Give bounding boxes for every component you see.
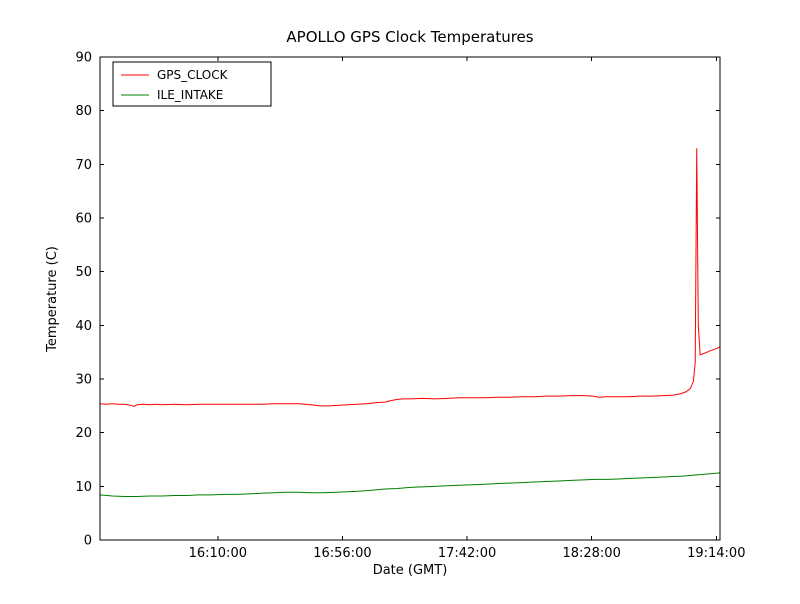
x-tick-label: 18:28:00 (562, 546, 620, 561)
legend-label: GPS_CLOCK (157, 68, 229, 82)
y-tick-label: 70 (75, 158, 92, 173)
y-tick-label: 80 (75, 104, 92, 119)
x-tick-label: 16:10:00 (189, 546, 247, 561)
y-tick-label: 0 (84, 534, 92, 549)
y-tick-label: 30 (75, 373, 92, 388)
legend-label: ILE_INTAKE (157, 88, 223, 102)
legend-box (112, 61, 272, 107)
y-tick-label: 50 (75, 265, 92, 280)
y-axis-label: Temperature (C) (45, 246, 60, 353)
x-tick-label: 16:56:00 (313, 546, 371, 561)
y-tick-label: 10 (75, 480, 92, 495)
chart-title: APOLLO GPS Clock Temperatures (286, 28, 533, 46)
series-line-ile_intake (100, 472, 720, 498)
series-line-gps_clock (100, 148, 720, 407)
plot-frame (99, 56, 721, 541)
x-tick-label: 17:42:00 (438, 546, 496, 561)
plot-layer: 0 10 20 30 40 50 60 70 80 90 16:10:00 16:56:00 17:42… (75, 51, 745, 562)
y-tick-label: 90 (75, 51, 92, 66)
y-tick-label: 60 (75, 212, 92, 227)
x-axis-label: Date (GMT) (373, 563, 448, 578)
y-tick-label: 20 (75, 426, 92, 441)
y-tick-label: 40 (75, 319, 92, 334)
x-tick-label: 19:14:00 (687, 546, 745, 561)
